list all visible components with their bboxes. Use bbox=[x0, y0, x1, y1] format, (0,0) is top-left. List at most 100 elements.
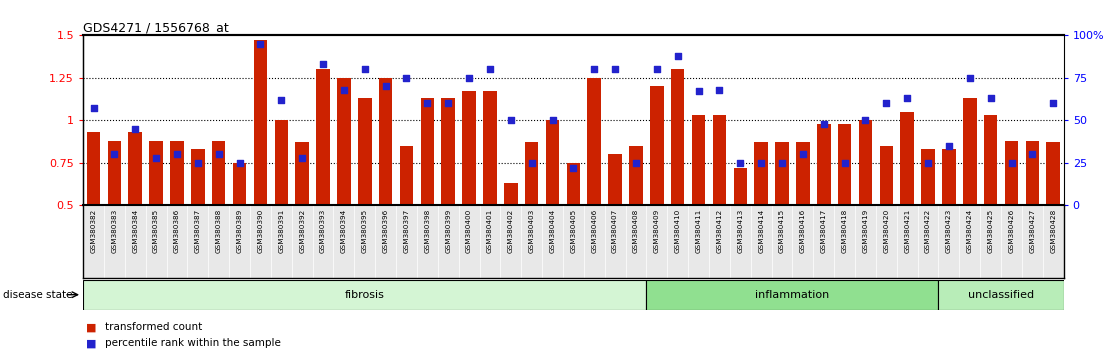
Point bbox=[920, 160, 937, 166]
Bar bbox=[296, 142, 309, 205]
Text: GDS4271 / 1556768_at: GDS4271 / 1556768_at bbox=[83, 21, 229, 34]
Text: inflammation: inflammation bbox=[756, 290, 830, 300]
Text: GSM380426: GSM380426 bbox=[1008, 209, 1015, 253]
Text: GSM380388: GSM380388 bbox=[216, 209, 222, 253]
Point bbox=[794, 152, 812, 157]
Bar bbox=[483, 91, 496, 205]
Text: GSM380414: GSM380414 bbox=[758, 209, 765, 253]
Bar bbox=[421, 98, 434, 205]
Bar bbox=[107, 141, 121, 205]
Text: GSM380419: GSM380419 bbox=[862, 209, 869, 253]
Text: GSM380422: GSM380422 bbox=[925, 209, 931, 253]
Text: GSM380411: GSM380411 bbox=[696, 209, 701, 253]
Text: GSM380423: GSM380423 bbox=[946, 209, 952, 253]
Text: GSM380406: GSM380406 bbox=[592, 209, 597, 253]
Text: fibrosis: fibrosis bbox=[345, 290, 384, 300]
Bar bbox=[566, 163, 581, 205]
Bar bbox=[776, 142, 789, 205]
Bar bbox=[817, 124, 831, 205]
Text: GSM380427: GSM380427 bbox=[1029, 209, 1035, 253]
Text: GSM380413: GSM380413 bbox=[737, 209, 743, 253]
Point bbox=[1045, 101, 1063, 106]
Text: transformed count: transformed count bbox=[105, 322, 203, 332]
Bar bbox=[629, 146, 643, 205]
Text: GSM380409: GSM380409 bbox=[654, 209, 660, 253]
Point bbox=[1003, 160, 1020, 166]
Point bbox=[982, 96, 999, 101]
Point bbox=[899, 96, 916, 101]
Bar bbox=[525, 142, 538, 205]
Bar bbox=[150, 141, 163, 205]
Bar bbox=[691, 115, 706, 205]
Point bbox=[961, 75, 978, 81]
Text: GSM380392: GSM380392 bbox=[299, 209, 305, 253]
Bar bbox=[233, 163, 246, 205]
Bar bbox=[646, 280, 938, 310]
Text: GSM380401: GSM380401 bbox=[486, 209, 493, 253]
Point bbox=[710, 87, 728, 93]
Text: GSM380403: GSM380403 bbox=[529, 209, 535, 253]
Text: GSM380415: GSM380415 bbox=[779, 209, 786, 253]
Bar bbox=[755, 142, 768, 205]
Text: GSM380417: GSM380417 bbox=[821, 209, 827, 253]
Bar bbox=[316, 69, 330, 205]
Point bbox=[585, 67, 603, 72]
Point bbox=[440, 101, 458, 106]
Point bbox=[398, 75, 416, 81]
Point bbox=[814, 121, 832, 127]
Text: GSM380386: GSM380386 bbox=[174, 209, 179, 253]
Bar bbox=[337, 78, 350, 205]
Bar bbox=[921, 149, 935, 205]
Bar bbox=[938, 280, 1064, 310]
Text: GSM380416: GSM380416 bbox=[800, 209, 806, 253]
Text: GSM380404: GSM380404 bbox=[550, 209, 555, 253]
Bar bbox=[1046, 142, 1060, 205]
Point bbox=[105, 152, 123, 157]
Text: disease state: disease state bbox=[3, 290, 73, 300]
Bar bbox=[880, 146, 893, 205]
Bar bbox=[191, 149, 205, 205]
Bar bbox=[441, 98, 455, 205]
Text: GSM380391: GSM380391 bbox=[278, 209, 285, 253]
Point bbox=[773, 160, 791, 166]
Text: GSM380383: GSM380383 bbox=[112, 209, 117, 253]
Point bbox=[565, 165, 583, 171]
Point bbox=[878, 101, 895, 106]
Bar bbox=[859, 120, 872, 205]
Text: GSM380396: GSM380396 bbox=[382, 209, 389, 253]
Text: GSM380398: GSM380398 bbox=[424, 209, 430, 253]
Text: GSM380393: GSM380393 bbox=[320, 209, 326, 253]
Bar bbox=[984, 115, 997, 205]
Point bbox=[209, 152, 227, 157]
Text: GSM380412: GSM380412 bbox=[717, 209, 722, 253]
Point bbox=[835, 160, 853, 166]
Bar bbox=[1005, 141, 1018, 205]
Point bbox=[273, 97, 290, 103]
Text: GSM380421: GSM380421 bbox=[904, 209, 910, 253]
Bar bbox=[83, 280, 646, 310]
Bar bbox=[212, 141, 226, 205]
Point bbox=[752, 160, 770, 166]
Bar bbox=[733, 168, 747, 205]
Text: GSM380395: GSM380395 bbox=[361, 209, 368, 253]
Text: GSM380390: GSM380390 bbox=[257, 209, 264, 253]
Text: GSM380408: GSM380408 bbox=[633, 209, 639, 253]
Bar bbox=[86, 132, 101, 205]
Point bbox=[335, 87, 352, 93]
Bar bbox=[358, 98, 371, 205]
Point bbox=[126, 126, 144, 132]
Point bbox=[669, 53, 687, 59]
Point bbox=[648, 67, 666, 72]
Bar bbox=[797, 142, 810, 205]
Point bbox=[419, 101, 437, 106]
Text: GSM380400: GSM380400 bbox=[466, 209, 472, 253]
Text: GSM380399: GSM380399 bbox=[445, 209, 451, 253]
Point bbox=[731, 160, 749, 166]
Text: GSM380407: GSM380407 bbox=[612, 209, 618, 253]
Point bbox=[356, 67, 373, 72]
Text: unclassified: unclassified bbox=[968, 290, 1034, 300]
Point bbox=[252, 41, 269, 47]
Point bbox=[147, 155, 165, 161]
Point bbox=[460, 75, 478, 81]
Bar bbox=[901, 112, 914, 205]
